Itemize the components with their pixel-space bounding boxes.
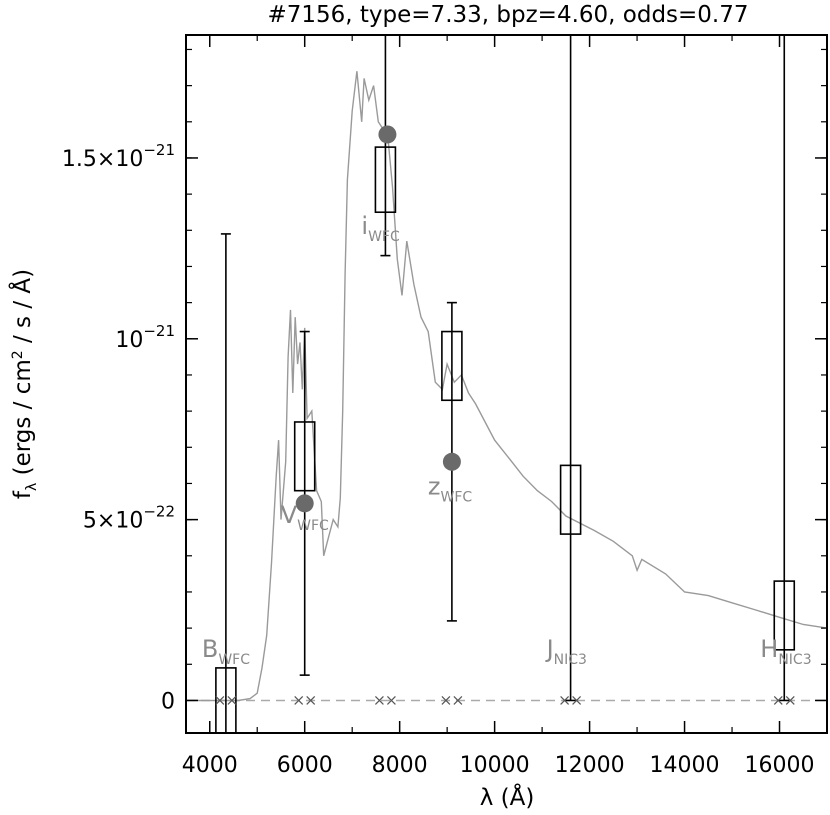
y-tick-label-1: 5×10−22 [83, 503, 175, 534]
band-label-sub-i: WFC [368, 229, 400, 245]
band-label-b: BWFC [202, 635, 250, 668]
x-tick-label-8000: 8000 [372, 753, 428, 778]
band-label-name-j: J [545, 635, 554, 663]
band-label-h: HNIC3 [760, 635, 811, 668]
model-point-z [442, 452, 461, 471]
y-axis-label-sub: λ [24, 483, 40, 491]
band-label-name-b: B [202, 635, 218, 663]
band-label-name-z: z [428, 472, 441, 500]
x-tick-label-4000: 4000 [182, 753, 238, 778]
x-tick-label-10000: 10000 [460, 753, 530, 778]
y-tick-label-exp-3: −21 [143, 141, 175, 159]
svg-text:fλ (ergs / cm2 / s / Å): fλ (ergs / cm2 / s / Å) [8, 269, 40, 499]
y-tick-label-base-1: 5×10 [83, 509, 143, 534]
zero-marker-v-0 [294, 696, 304, 705]
zero-marker-i-0 [374, 696, 384, 705]
x-axis: 4000 6000 8000 10000 12000 14000 16000 [182, 35, 815, 778]
band-b: BWFC [202, 233, 250, 734]
y-axis-label-units: (ergs / cm [10, 359, 36, 483]
zero-marker-h-1 [785, 696, 795, 705]
flux-box-v [293, 421, 316, 492]
band-label-sub-j: NIC3 [554, 652, 587, 668]
y-tick-label-exp-1: −22 [143, 503, 175, 521]
y-tick-label-2: 10−21 [115, 322, 175, 353]
x-tick-label-6000: 6000 [277, 753, 333, 778]
spectrum-line [186, 71, 828, 702]
flux-box-z [441, 330, 463, 402]
y-tick-label-base-2: 10 [115, 328, 143, 353]
zero-marker-h-0 [773, 696, 783, 705]
y-tick-label-0: 0 [161, 689, 175, 714]
band-label-sub-z: WFC [441, 489, 473, 505]
zero-marker-j-0 [560, 696, 570, 705]
flux-box-h [773, 580, 796, 651]
zero-marker-z-0 [441, 696, 451, 705]
zero-marker-z-1 [453, 696, 463, 705]
band-label-sub-h: NIC3 [778, 652, 811, 668]
y-tick-label-3: 1.5×10−21 [62, 141, 175, 172]
band-label-name-i: i [361, 212, 368, 240]
zero-marker-i-1 [386, 696, 396, 705]
y-tick-label-base-0: 0 [161, 689, 175, 714]
zero-marker-b-1 [227, 696, 237, 705]
x-tick-label-16000: 16000 [745, 753, 815, 778]
band-label-name-h: H [760, 635, 778, 663]
band-label-name-v: V [281, 501, 298, 529]
band-z: zWFC [428, 301, 473, 705]
y-axis-label-f: f [10, 490, 36, 499]
y-axis-label-sq: 2 [10, 350, 26, 359]
band-label-i: iWFC [361, 212, 400, 245]
band-v: VWFC [281, 330, 329, 705]
x-tick-label-14000: 14000 [650, 753, 720, 778]
zero-marker-b-0 [215, 696, 225, 705]
y-tick-label-base-3: 1.5×10 [62, 147, 143, 172]
band-label-z: zWFC [428, 472, 473, 505]
y-axis-label-rest: / s / Å) [8, 269, 36, 350]
band-i: iWFC [361, 35, 400, 705]
y-tick-label-exp-2: −21 [143, 322, 175, 340]
flux-box-j [559, 464, 582, 535]
x-tick-label-12000: 12000 [555, 753, 625, 778]
zero-marker-j-1 [572, 696, 582, 705]
band-label-v: VWFC [281, 501, 329, 534]
flux-box-i [374, 146, 397, 214]
model-point-v [295, 494, 314, 513]
band-j: JNIC3 [545, 35, 587, 705]
chart-title: #7156, type=7.33, bpz=4.60, odds=0.77 [267, 2, 748, 28]
y-axis-label: fλ (ergs / cm2 / s / Å) [8, 269, 40, 499]
model-point-i [378, 125, 397, 144]
band-h: HNIC3 [760, 35, 812, 705]
x-axis-label: λ (Å) [480, 783, 535, 811]
zero-marker-v-1 [306, 696, 316, 705]
band-label-sub-b: WFC [218, 652, 250, 668]
band-label-j: JNIC3 [545, 635, 587, 668]
plot-frame [185, 34, 828, 734]
band-label-sub-v: WFC [297, 518, 329, 534]
